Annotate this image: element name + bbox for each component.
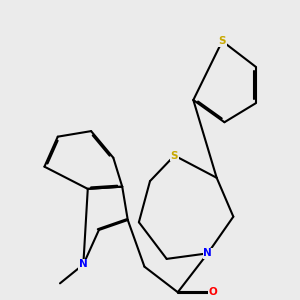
Text: S: S bbox=[218, 36, 226, 46]
Text: N: N bbox=[203, 248, 212, 258]
Text: O: O bbox=[209, 287, 218, 297]
Text: N: N bbox=[79, 260, 88, 269]
Text: S: S bbox=[171, 151, 178, 160]
